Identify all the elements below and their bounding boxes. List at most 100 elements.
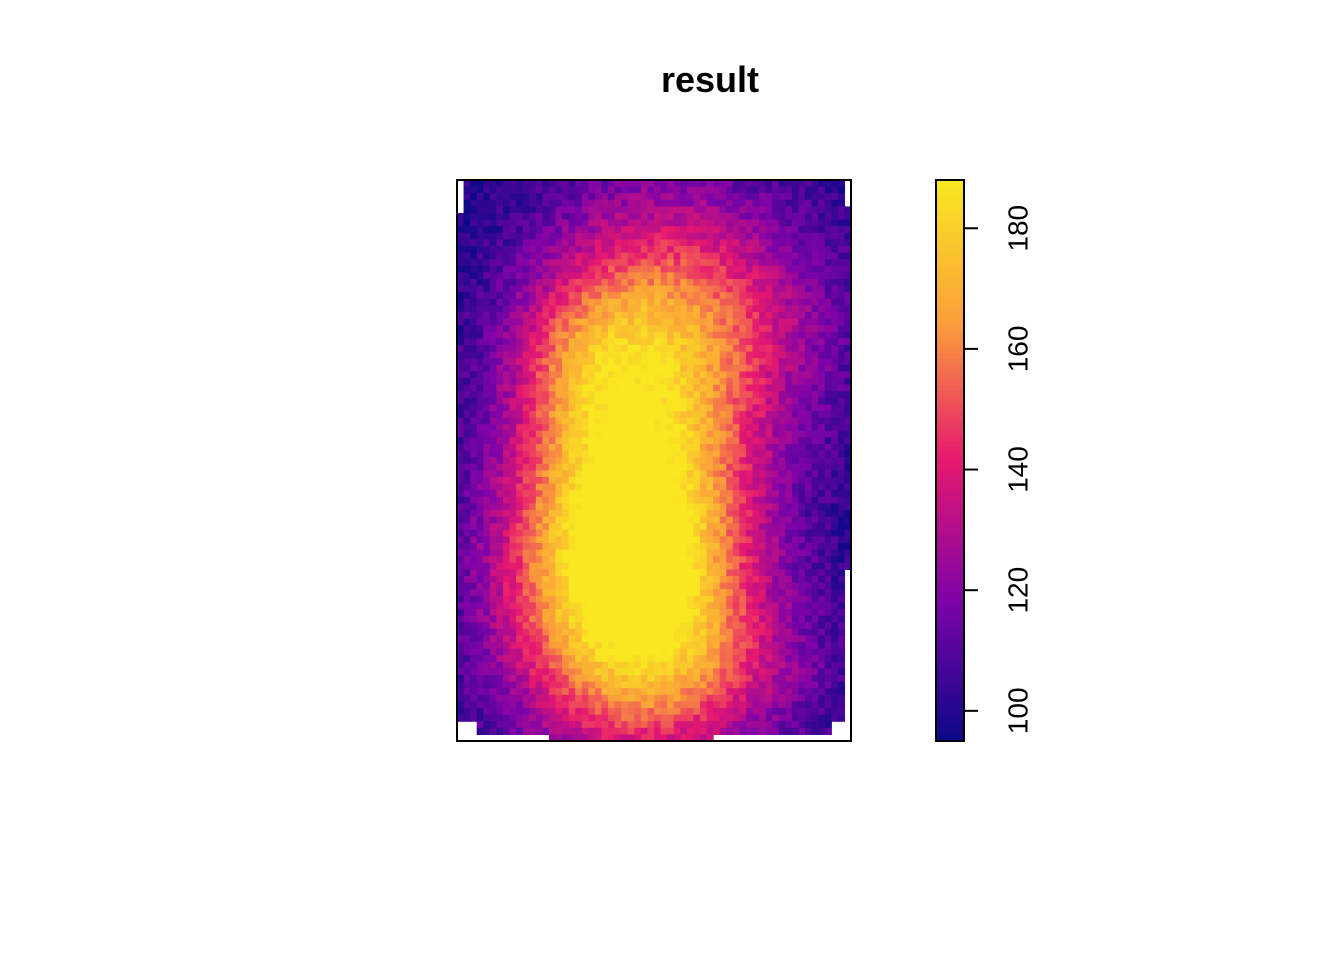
heatmap-cell <box>581 595 589 603</box>
heatmap-cell <box>594 628 603 636</box>
heatmap-cell <box>706 384 714 392</box>
heatmap-cell <box>680 312 688 320</box>
heatmap-cell <box>621 628 629 636</box>
heatmap-cell <box>844 252 852 260</box>
heatmap-cell <box>522 523 530 531</box>
heatmap-cell <box>562 727 570 735</box>
heatmap-cell <box>640 714 649 722</box>
heatmap-cell <box>470 292 478 300</box>
heatmap-cell <box>699 529 708 537</box>
heatmap-cell <box>693 444 701 452</box>
heatmap-cell <box>772 635 780 643</box>
heatmap-cell <box>476 576 484 584</box>
heatmap-cell <box>621 265 629 273</box>
heatmap-cell <box>726 688 734 696</box>
heatmap-cell <box>601 279 609 287</box>
heatmap-cell <box>831 272 839 280</box>
heatmap-cell <box>798 252 806 260</box>
heatmap-cell <box>463 345 471 353</box>
heatmap-cell <box>660 536 668 544</box>
heatmap-cell <box>824 642 832 650</box>
heatmap-cell <box>732 477 740 485</box>
heatmap-cell <box>502 417 511 425</box>
heatmap-cell <box>640 688 649 696</box>
heatmap-cell <box>634 265 642 273</box>
heatmap-cell <box>463 424 471 432</box>
heatmap-cell <box>824 411 832 419</box>
heatmap-cell <box>745 661 754 669</box>
heatmap-cell <box>581 549 589 557</box>
heatmap-cell <box>634 252 642 260</box>
heatmap-cell <box>562 265 570 273</box>
heatmap-cell <box>667 437 675 445</box>
heatmap-cell <box>601 298 609 306</box>
heatmap-cell <box>752 424 760 432</box>
heatmap-cell <box>673 589 681 597</box>
heatmap-cell <box>621 694 629 702</box>
heatmap-cell <box>483 589 491 597</box>
heatmap-cell <box>686 569 694 577</box>
heatmap-cell <box>640 457 649 465</box>
heatmap-cell <box>739 681 747 689</box>
heatmap-cell <box>634 496 642 504</box>
heatmap-cell <box>562 457 570 465</box>
heatmap-cell <box>699 622 708 630</box>
heatmap-cell <box>483 622 491 630</box>
heatmap-cell <box>713 529 721 537</box>
heatmap-cell <box>470 628 478 636</box>
heatmap-cell <box>772 180 780 188</box>
heatmap-cell <box>594 635 603 643</box>
heatmap-cell <box>824 457 832 465</box>
heatmap-cell <box>457 549 465 557</box>
heatmap-cell <box>686 562 694 570</box>
heatmap-cell <box>621 186 629 194</box>
heatmap-cell <box>732 721 740 729</box>
heatmap-cell <box>640 668 649 676</box>
heatmap-cell <box>654 424 662 432</box>
heatmap-cell <box>818 549 826 557</box>
heatmap-cell <box>509 595 517 603</box>
heatmap-cell <box>640 503 649 511</box>
heatmap-cell <box>706 510 714 518</box>
heatmap-cell <box>699 615 708 623</box>
heatmap-cell <box>529 378 537 386</box>
heatmap-cell <box>805 232 813 240</box>
heatmap-cell <box>463 529 471 537</box>
heatmap-cell <box>588 675 596 683</box>
heatmap-cell <box>588 602 596 610</box>
heatmap-cell <box>673 470 681 478</box>
heatmap-cell <box>759 331 767 339</box>
heatmap-cell <box>732 444 740 452</box>
heatmap-cell <box>647 562 655 570</box>
heatmap-cell <box>476 259 484 267</box>
heatmap-cell <box>699 609 708 617</box>
heatmap-cell <box>608 470 616 478</box>
heatmap-cell <box>673 483 681 491</box>
heatmap-cell <box>614 305 622 313</box>
heatmap-cell <box>785 668 793 676</box>
heatmap-cell <box>811 556 819 564</box>
heatmap-cell <box>562 364 570 372</box>
heatmap-cell <box>752 279 760 287</box>
heatmap-cell <box>673 463 681 471</box>
heatmap-cell <box>568 496 576 504</box>
heatmap-cell <box>752 312 760 320</box>
heatmap-cell <box>489 536 497 544</box>
heatmap-cell <box>778 675 786 683</box>
heatmap-cell <box>621 503 629 511</box>
heatmap-cell <box>529 576 537 584</box>
heatmap-cell <box>640 430 649 438</box>
heatmap-cell <box>463 562 471 570</box>
heatmap-cell <box>634 655 642 663</box>
heatmap-cell <box>476 602 484 610</box>
heatmap-cell <box>713 252 721 260</box>
heatmap-cell <box>608 378 616 386</box>
heatmap-cell <box>805 345 813 353</box>
heatmap-cell <box>614 523 622 531</box>
heatmap-cell <box>470 556 478 564</box>
heatmap-cell <box>667 226 675 234</box>
heatmap-cell <box>647 628 655 636</box>
heatmap-cell <box>529 285 537 293</box>
heatmap-cell <box>667 510 675 518</box>
heatmap-cell <box>476 661 484 669</box>
